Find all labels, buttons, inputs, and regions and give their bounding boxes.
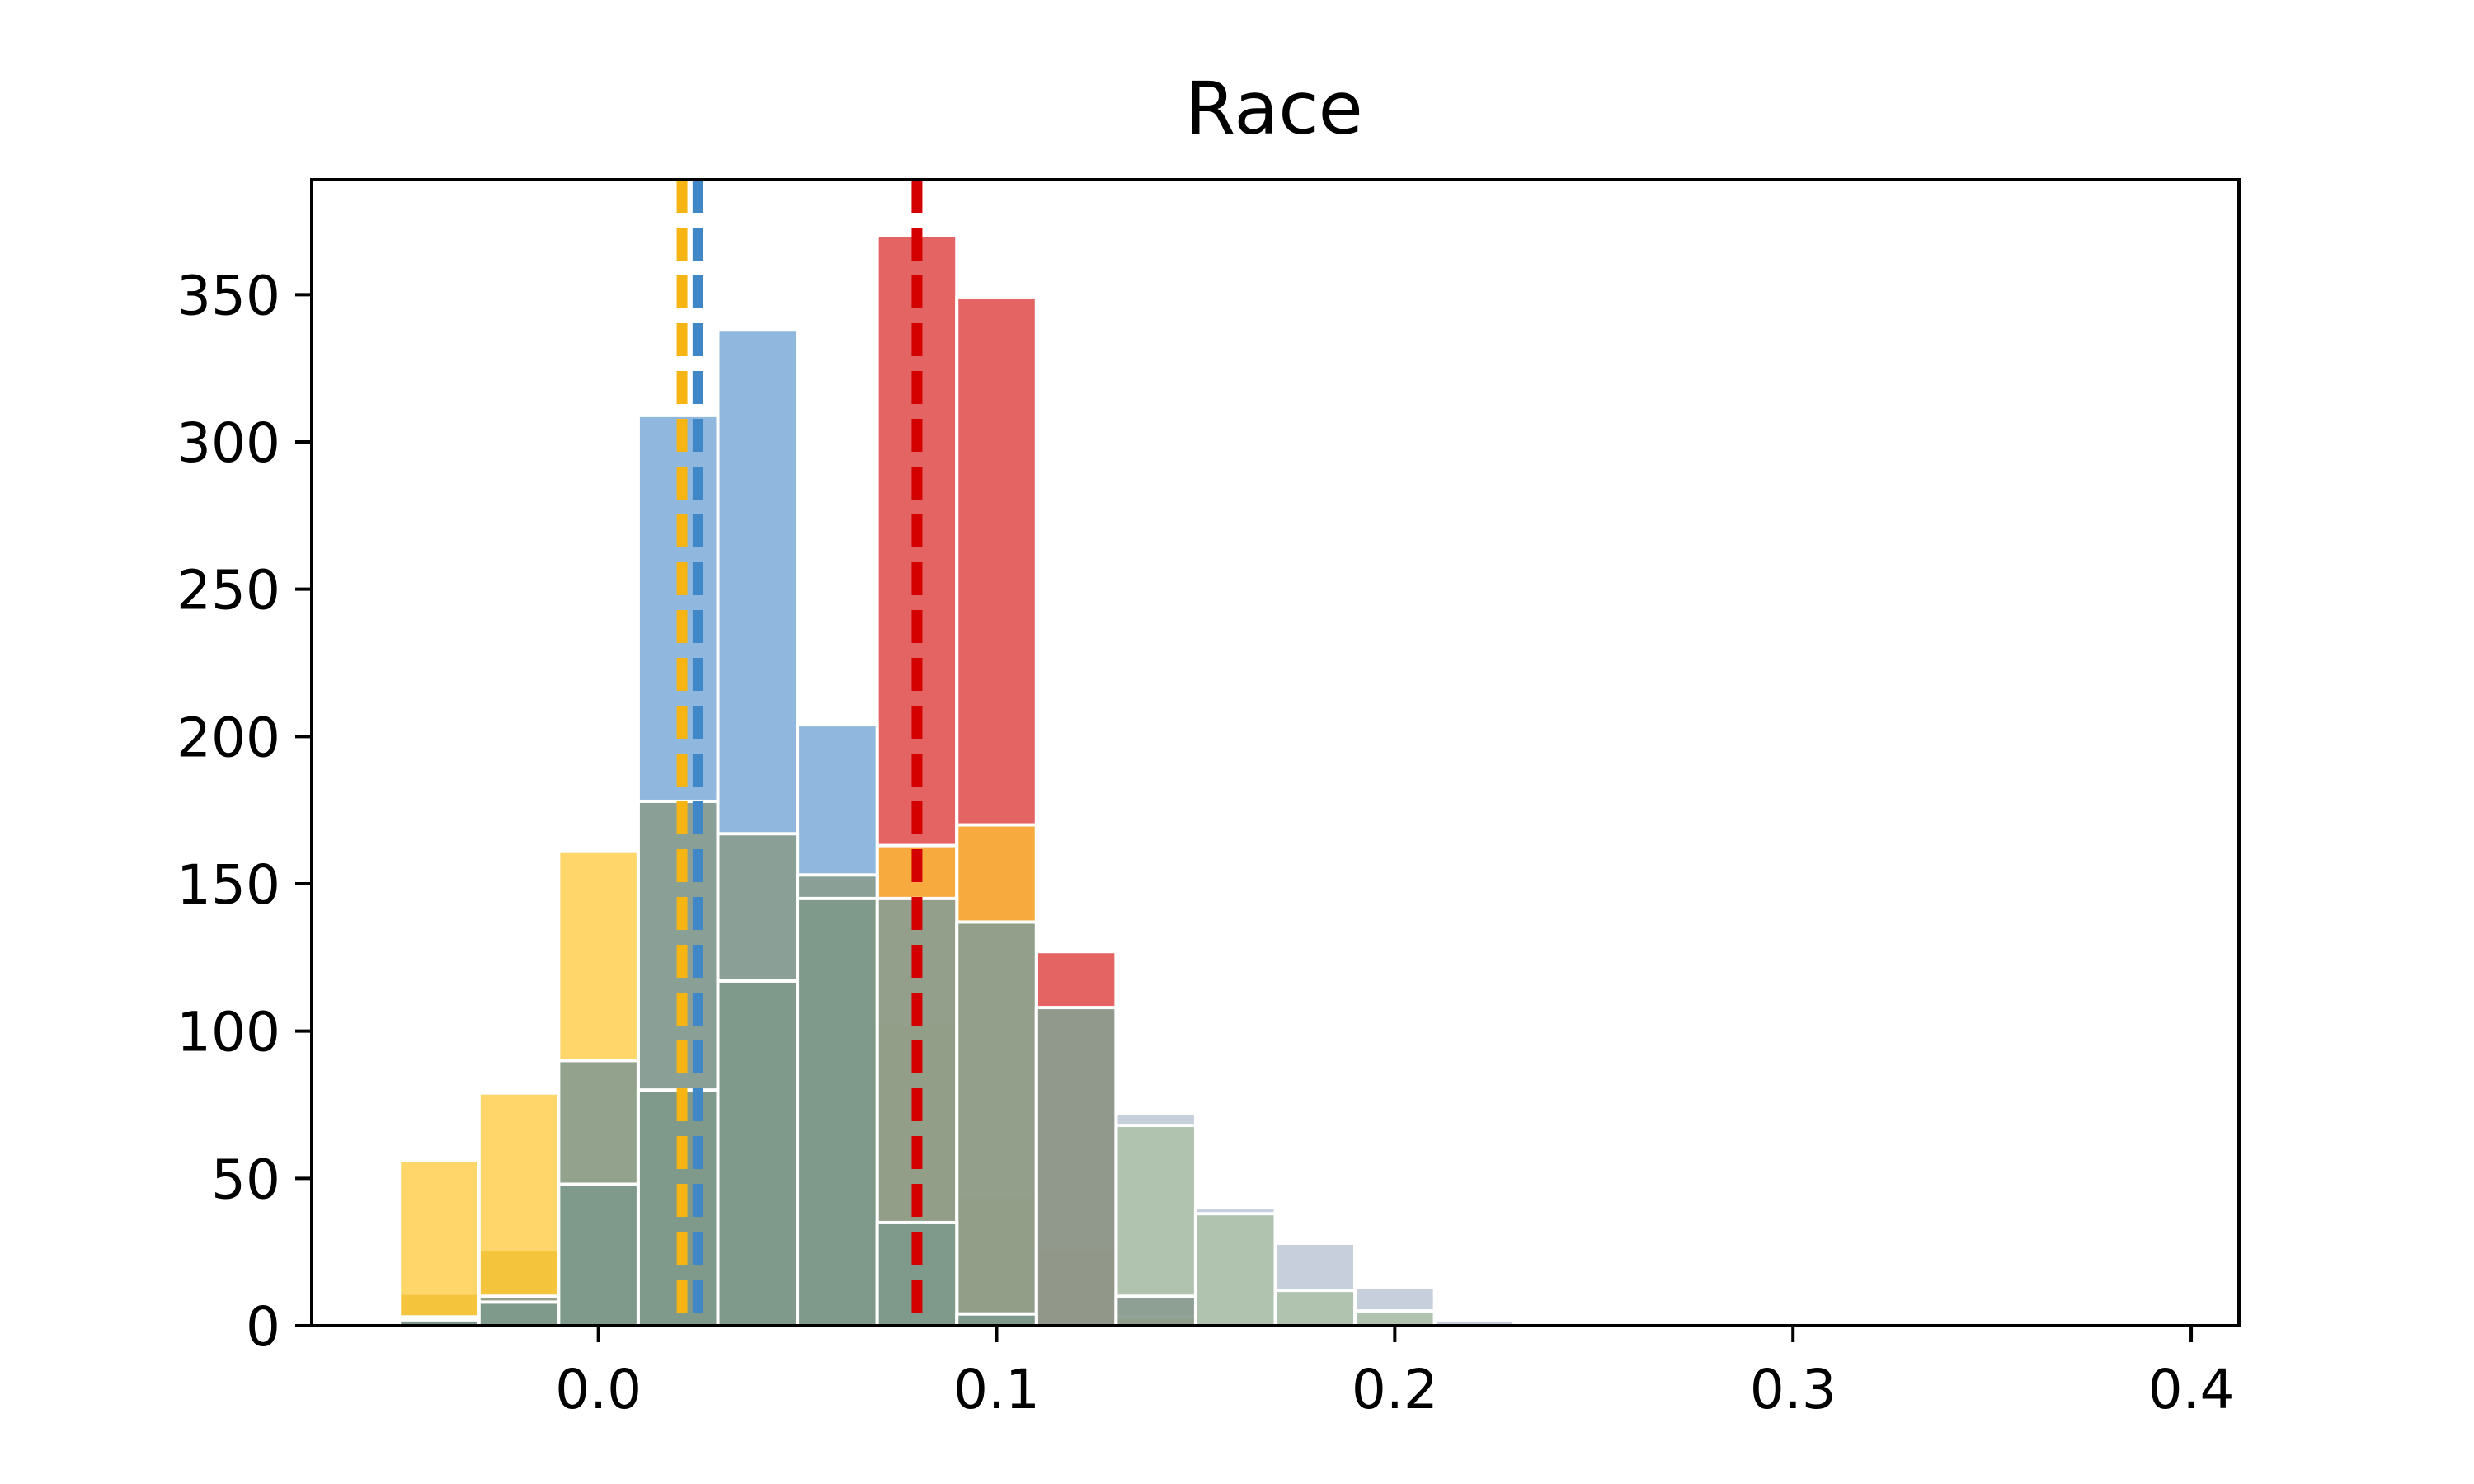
histogram-bar <box>1273 1289 1357 1328</box>
y-tick-label: 0 <box>246 1295 280 1359</box>
x-tick-label: 0.2 <box>1352 1358 1438 1421</box>
y-tick-label: 300 <box>176 411 280 475</box>
histogram-bar <box>1114 1294 1197 1327</box>
chart-title: Race <box>1185 66 1363 151</box>
x-tick-label: 0.4 <box>2148 1358 2235 1421</box>
histogram-bar <box>955 920 1038 1328</box>
histogram-bar <box>477 1091 561 1327</box>
histogram-bar <box>1034 1006 1118 1327</box>
y-tick-label: 50 <box>211 1148 280 1211</box>
y-tick-label: 150 <box>176 853 280 917</box>
x-tick-label: 0.0 <box>555 1358 642 1421</box>
histogram-bar <box>477 1300 561 1328</box>
histogram-bar <box>796 896 879 1327</box>
x-tick-label: 0.1 <box>953 1358 1040 1421</box>
y-axis: 0 50 100 150 200 250 300 350 <box>176 264 312 1359</box>
y-tick-label: 100 <box>176 1001 280 1064</box>
x-tick-label: 0.3 <box>1750 1358 1837 1421</box>
histogram-bar <box>716 979 800 1327</box>
y-tick-label: 350 <box>176 264 280 327</box>
y-tick-label: 250 <box>176 559 280 622</box>
plot-frame <box>310 178 2241 1327</box>
histogram-bar <box>397 1158 481 1328</box>
x-axis: 0.0 0.1 0.2 0.3 0.4 <box>555 1326 2235 1421</box>
histogram-bars <box>397 233 1517 1328</box>
y-tick-label: 200 <box>176 706 280 769</box>
histogram-bar <box>557 1182 640 1327</box>
histogram-bar <box>1193 1212 1277 1327</box>
histogram-bar <box>1353 1309 1437 1327</box>
histogram-bar <box>955 1312 1038 1327</box>
